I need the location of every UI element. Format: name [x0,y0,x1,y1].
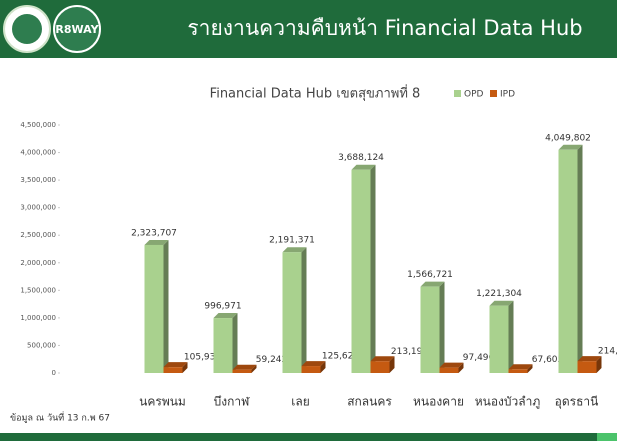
value-label: 97,496 [463,353,495,363]
bar-top [282,247,307,253]
value-label: 1,221,304 [476,289,522,299]
legend-swatch [490,90,497,97]
value-label: 2,323,707 [131,228,177,238]
value-label: 996,971 [204,302,241,312]
bar [282,252,302,373]
y-tick-label: 1,000,000 [20,314,56,322]
value-label: 105,932 [184,353,221,363]
value-label: 214,872 [598,347,617,357]
y-tick-label: 3,000,000 [20,204,56,212]
bar-side [163,239,169,373]
bar [508,369,528,373]
x-tick-label: นครพนม [139,395,186,409]
value-label: 125,622 [322,352,359,362]
footnote: ข้อมูล ณ วันที่ 13 ก.พ 67 [10,411,110,424]
value-label: 2,191,371 [269,236,315,246]
x-tick-label: เลย [291,395,310,409]
bar-top [577,356,602,362]
bar-top [439,362,464,368]
bar-side [439,281,445,373]
value-label: 59,242 [256,355,288,365]
header-bar [0,0,617,58]
bar-side [389,356,395,373]
logo-r8 [53,5,101,53]
bar [489,305,509,373]
bar-top [351,164,376,170]
footer-bar [0,433,617,441]
bar-side [577,144,583,373]
bar-side [370,164,376,373]
bar-top [232,364,257,370]
bar [420,286,440,373]
legend-swatch [454,90,461,97]
bar [301,366,321,373]
y-tick-label: 2,500,000 [20,231,56,239]
x-tick-label: สกลนคร [347,395,392,409]
bar-top [489,300,514,306]
logo-text: R8WAY [55,23,99,36]
value-label: 67,605 [532,355,564,365]
bar-side [232,313,238,373]
bar-top [558,144,583,150]
bar-top [163,362,188,368]
bar [232,369,252,373]
header-title: รายงานความคืบหน้า Financial Data Hub [187,16,582,40]
x-tick-label: บึงกาฬ [214,395,250,409]
bar-side [320,361,326,373]
y-tick-label: 2,000,000 [20,259,56,267]
x-tick-label: อุดรธานี [555,395,599,410]
bar [370,361,390,373]
y-tick-label: 3,500,000 [20,176,56,184]
bar [558,149,578,373]
bar-side [508,300,514,373]
bar [577,361,597,373]
bar-side [301,247,307,373]
x-tick-label: หนองบัวลำภู [475,395,541,410]
y-tick-label: 4,500,000 [20,121,56,129]
bar-top [420,281,445,287]
bar [144,244,164,373]
value-label: 1,566,721 [407,270,453,280]
value-label: 213,192 [391,347,428,357]
bar-side [182,362,188,373]
bar-top [508,364,533,370]
legend-label: OPD [464,90,484,100]
x-tick-label: หนองคาย [413,395,464,409]
bar-side [458,362,464,373]
bar-side [527,364,533,373]
bar-top [301,361,326,367]
value-label: 3,688,124 [338,153,384,163]
bar-top [213,313,238,319]
y-tick-label: 4,000,000 [20,149,56,157]
chart-title: Financial Data Hub เขตสุขภาพที่ 8 [210,85,421,102]
footer-accent [597,433,617,441]
bar-side [596,356,602,373]
bar [213,318,233,373]
bar-top [144,239,169,245]
bar-top [370,356,395,362]
bar [163,367,183,373]
value-label: 4,049,802 [545,133,591,143]
legend-label: IPD [500,90,515,100]
y-tick-label: 1,500,000 [20,286,56,294]
bar [351,169,371,373]
bar [439,367,459,373]
y-tick-label: 500,000 [27,341,56,349]
y-tick-label: 0 [52,369,56,377]
logo-emblem-inner [12,14,42,44]
bar-side [251,364,257,373]
